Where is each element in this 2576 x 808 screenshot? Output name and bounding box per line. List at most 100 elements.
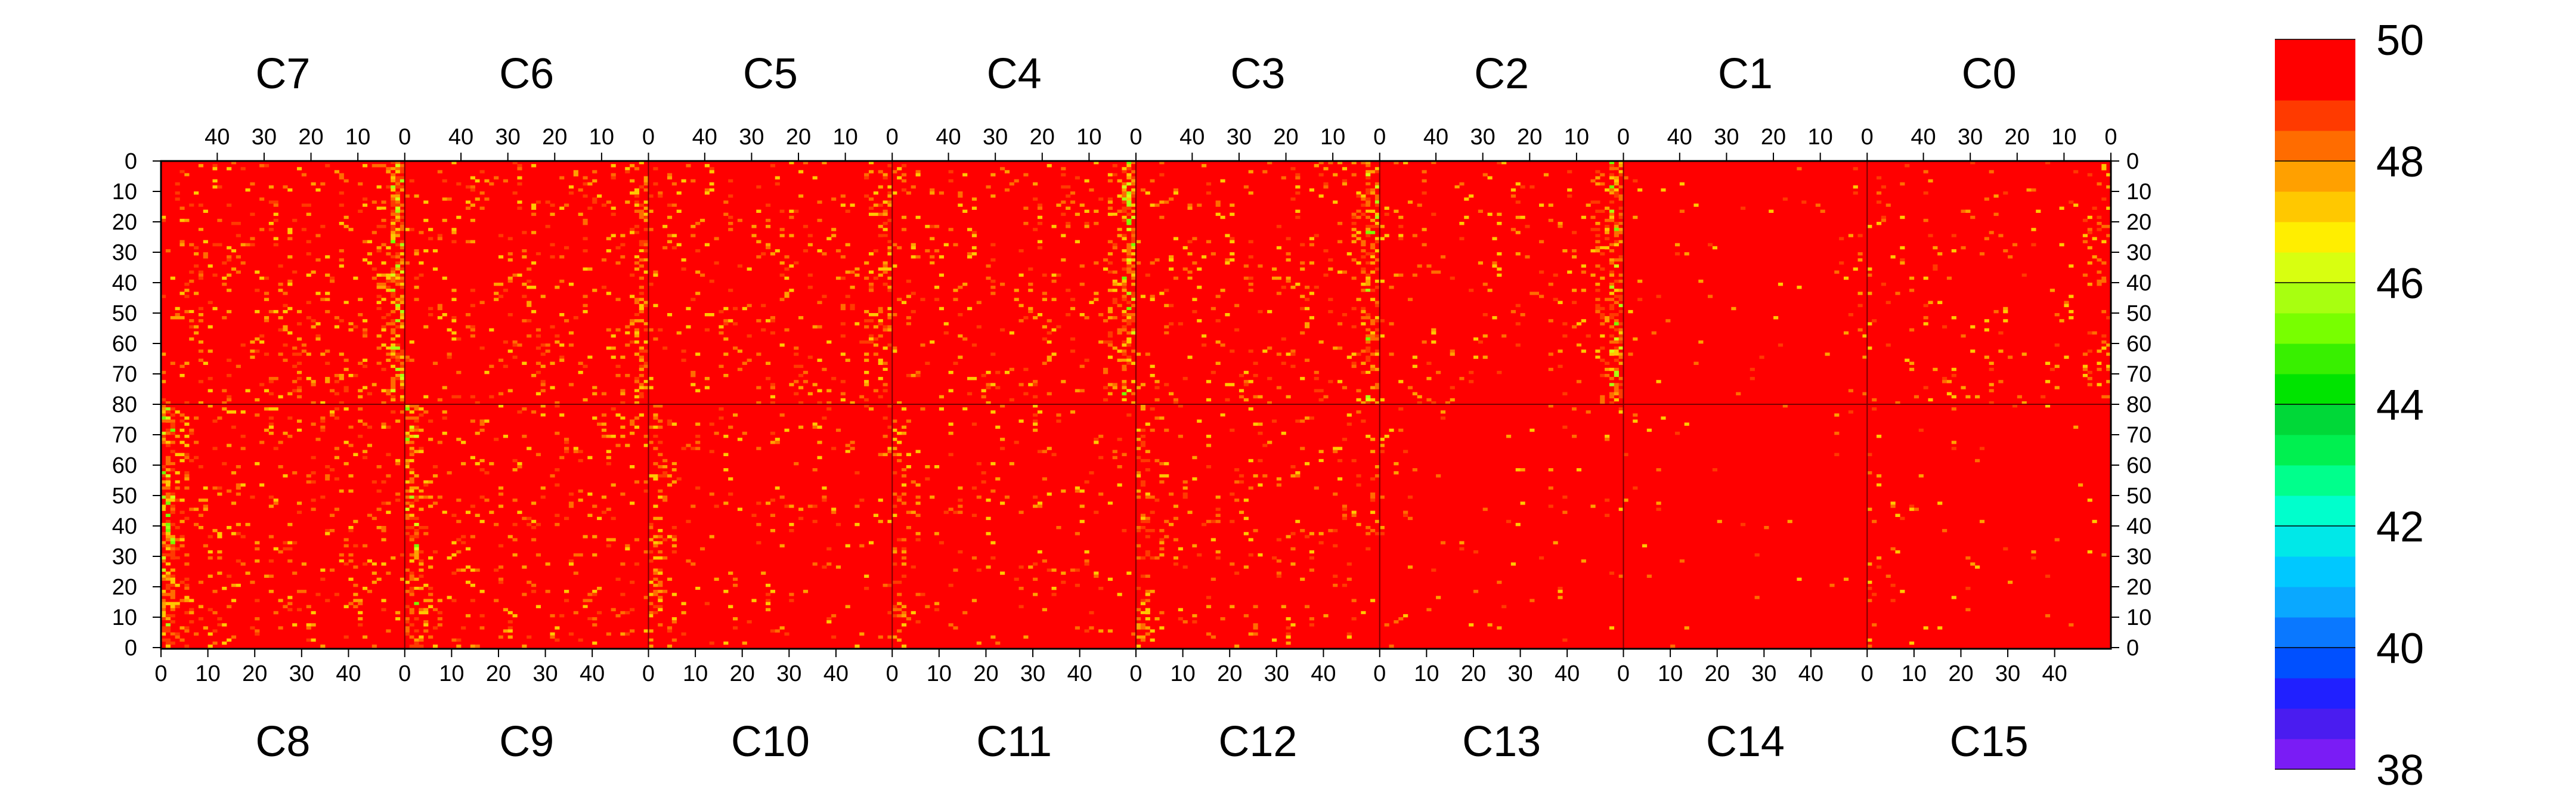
heatmap-cell (1126, 194, 1132, 198)
heatmap-cell (484, 370, 490, 374)
heatmap-cell (1431, 331, 1436, 335)
heatmap-cell (868, 286, 874, 289)
heatmap-cell (1379, 450, 1385, 453)
heatmap-cell (325, 309, 330, 314)
heatmap-cell (887, 203, 893, 207)
heatmap-cell (391, 240, 396, 243)
heatmap-cell (1389, 352, 1394, 356)
heatmap-cell (1182, 492, 1188, 496)
heatmap-cell (1600, 313, 1605, 317)
heatmap-cell (404, 228, 410, 231)
heatmap-cell (170, 276, 175, 280)
heatmap-cell (1126, 270, 1132, 274)
heatmap-cell (592, 289, 597, 292)
heatmap-cell (409, 608, 414, 612)
heatmap-cell (1609, 626, 1615, 630)
heatmap-cell (1309, 556, 1314, 560)
heatmap-cell (597, 422, 602, 426)
heatmap-cell (1576, 407, 1582, 411)
heatmap-cell (414, 587, 419, 590)
heatmap-cell (409, 593, 414, 596)
heatmap-cell (255, 599, 260, 602)
heatmap-cell (419, 261, 424, 265)
heatmap-cell (1126, 316, 1132, 320)
heatmap-cell (423, 599, 429, 602)
heatmap-cell (227, 574, 232, 578)
heatmap-cell (451, 298, 457, 301)
heatmap-cell (165, 307, 171, 311)
heatmap-cell (419, 638, 424, 642)
heatmap-cell (391, 395, 396, 399)
heatmap-cell (901, 507, 907, 511)
heatmap-cell (1154, 398, 1160, 402)
heatmap-cell (1230, 252, 1235, 256)
heatmap-cell (1351, 276, 1357, 280)
heatmap-cell (170, 574, 175, 578)
heatmap-cell (1609, 164, 1615, 168)
heatmap-cell (419, 611, 424, 615)
heatmap-cell (1262, 349, 1268, 353)
heatmap-cell (447, 596, 452, 599)
heatmap-cell (1042, 325, 1047, 329)
heatmap-cell (1131, 188, 1137, 192)
heatmap-cell (1342, 438, 1348, 441)
heatmap-cell (442, 510, 447, 514)
heatmap-cell (587, 267, 593, 271)
heatmap-cell (283, 252, 288, 256)
heatmap-cell (451, 553, 457, 557)
heatmap-cell (1417, 367, 1422, 372)
heatmap-cell (470, 203, 475, 207)
heatmap-cell (498, 580, 504, 584)
heatmap-cell (386, 179, 391, 182)
heatmap-cell (1618, 407, 1624, 411)
heatmap-cell (1314, 389, 1319, 392)
heatmap-cell (681, 349, 686, 353)
heatmap-cell (850, 580, 855, 584)
heatmap-cell (1370, 270, 1376, 274)
heatmap-cell (639, 264, 644, 268)
heatmap-cell (540, 416, 546, 420)
heatmap-cell (892, 349, 897, 353)
heatmap-cell (170, 553, 175, 557)
heatmap-cell (175, 453, 180, 456)
heatmap-cell (1553, 541, 1558, 544)
heatmap-cell (268, 407, 274, 411)
heatmap-cell (325, 273, 330, 277)
heatmap-cell (465, 325, 471, 329)
heatmap-cell (1333, 544, 1338, 547)
heatmap-cell (212, 243, 218, 247)
heatmap-cell (198, 164, 204, 168)
heatmap-cell (620, 292, 626, 295)
heatmap-cell (414, 577, 419, 581)
heatmap-cell (498, 283, 504, 286)
heatmap-cell (1614, 386, 1619, 389)
heatmap-cell (878, 453, 883, 456)
heatmap-cell (184, 301, 190, 304)
heatmap-cell (1374, 200, 1380, 204)
heatmap-cell (1126, 529, 1132, 533)
heatmap-cell (1126, 252, 1132, 256)
heatmap-cell (822, 496, 827, 499)
heatmap-cell (1609, 258, 1615, 262)
heatmap-cell (873, 249, 878, 253)
heatmap-cell (161, 632, 166, 636)
heatmap-cell (601, 413, 607, 417)
heatmap-cell (1558, 587, 1563, 590)
heatmap-cell (1595, 170, 1600, 174)
heatmap-cell (1112, 237, 1117, 240)
heatmap-cell (1384, 435, 1389, 438)
heatmap-cell (432, 608, 438, 612)
heatmap-cell (1304, 307, 1310, 311)
heatmap-cell (1202, 522, 1207, 527)
heatmap-cell (1510, 228, 1516, 231)
heatmap-cell (1389, 644, 1394, 648)
heatmap-cell (676, 331, 682, 335)
heatmap-cell (395, 459, 401, 463)
heatmap-cell (527, 334, 532, 338)
heatmap-cell (1094, 510, 1099, 514)
heatmap-cell (184, 401, 190, 405)
heatmap-cell (240, 261, 246, 265)
heatmap-cell (606, 249, 611, 253)
heatmap-cell (1112, 352, 1117, 356)
heatmap-cell (1271, 419, 1277, 423)
